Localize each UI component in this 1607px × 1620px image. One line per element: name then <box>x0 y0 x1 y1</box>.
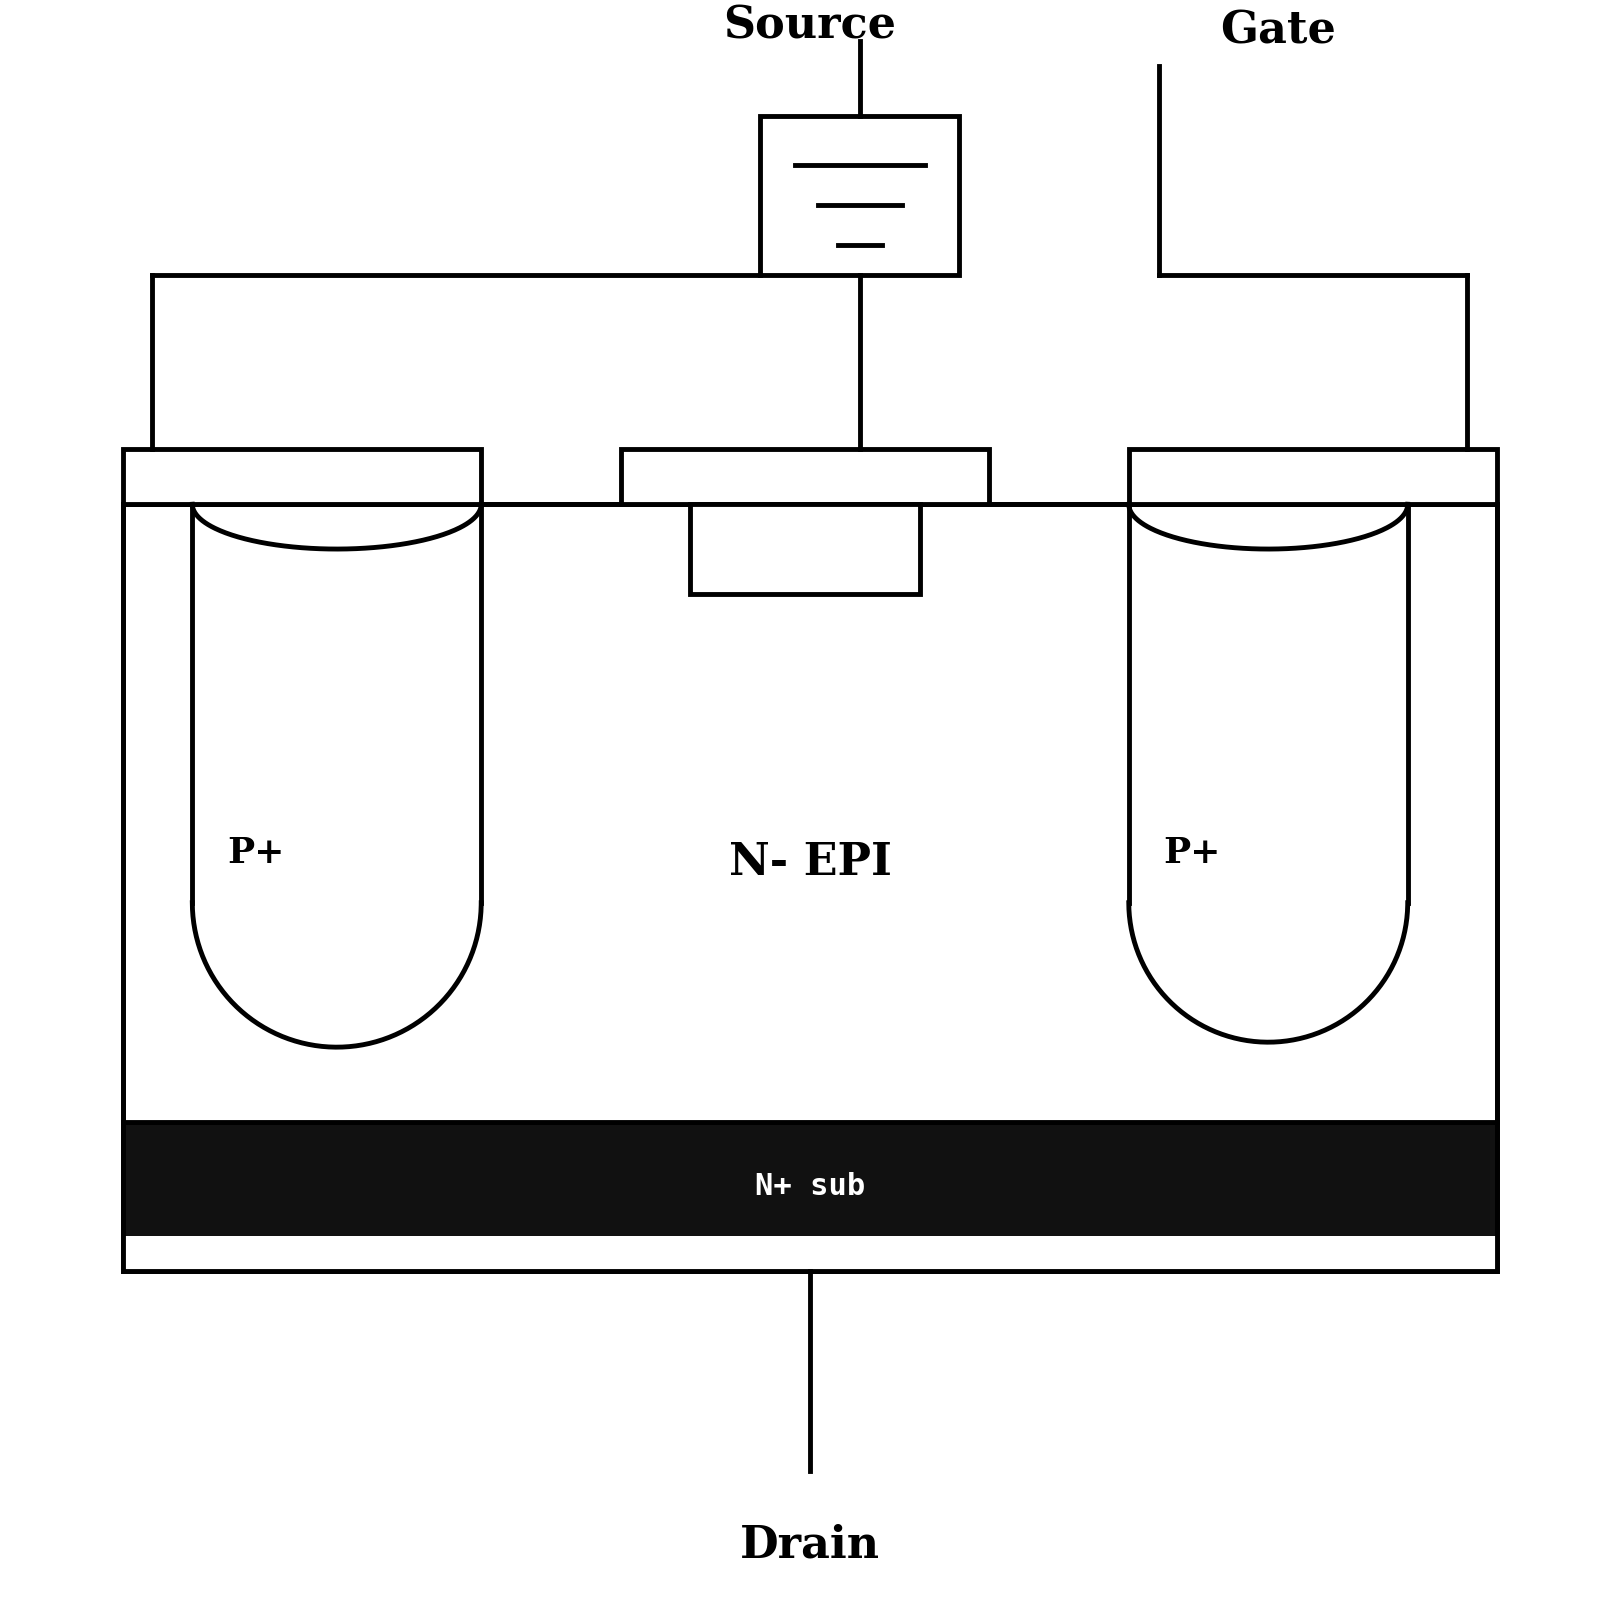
Text: P+: P+ <box>1163 836 1220 870</box>
Bar <box>760 115 959 275</box>
Bar <box>122 504 1496 1272</box>
Bar <box>620 449 988 504</box>
Text: Source: Source <box>723 5 897 47</box>
Text: N+: N+ <box>773 531 836 565</box>
Text: Drain: Drain <box>739 1524 879 1567</box>
Text: N+ sub: N+ sub <box>754 1173 865 1200</box>
Text: Gate: Gate <box>1220 10 1335 52</box>
Bar <box>122 504 1496 1123</box>
Text: N- EPI: N- EPI <box>728 841 890 885</box>
Bar <box>1128 449 1496 504</box>
Bar <box>122 449 480 504</box>
Text: P+: P+ <box>227 836 284 870</box>
Bar <box>122 1123 1496 1272</box>
Bar <box>689 504 919 595</box>
Bar <box>122 1236 1496 1272</box>
